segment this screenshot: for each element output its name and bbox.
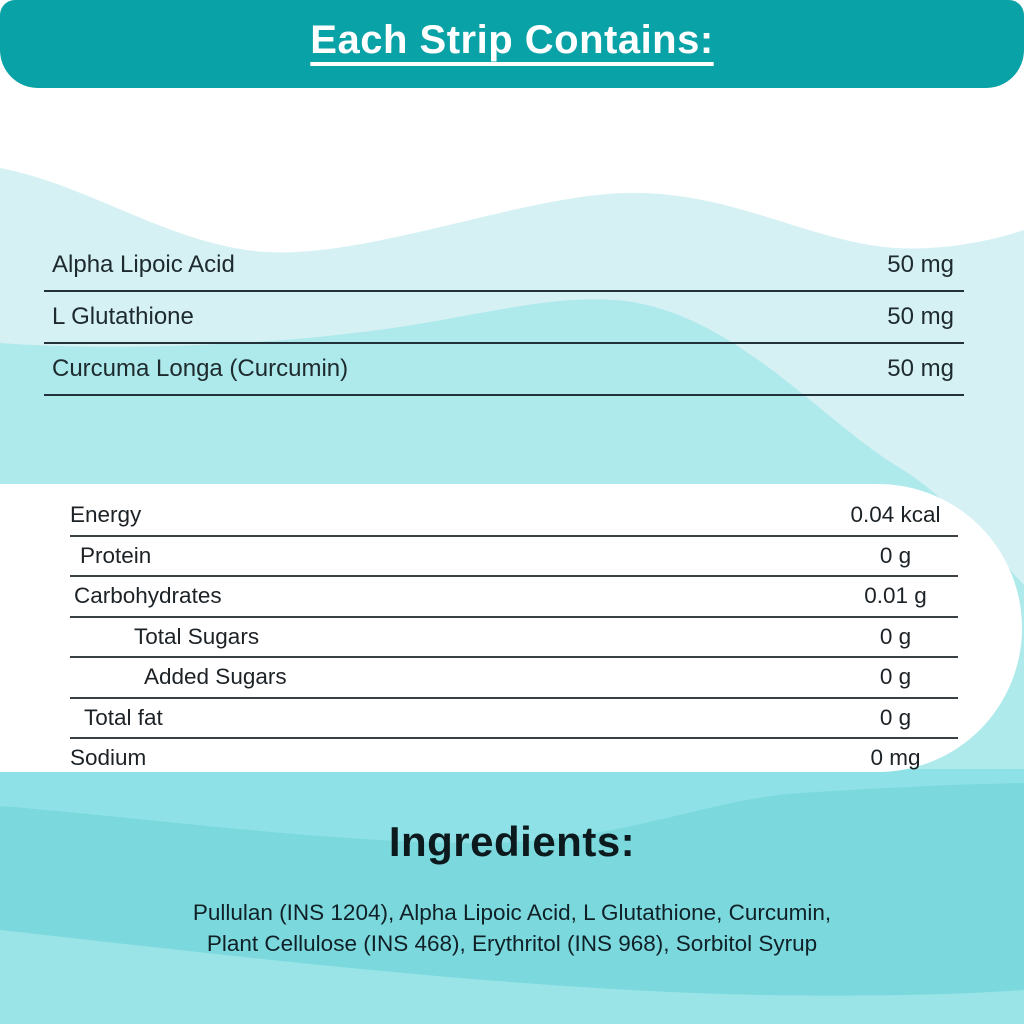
strip-row-label: L Glutathione xyxy=(52,303,194,330)
nutrition-row: Total Sugars 0 g xyxy=(70,618,958,658)
nutrition-panel: Energy 0.04 kcal Protein 0 g Carbohydrat… xyxy=(0,484,1022,772)
ingredients-line: Plant Cellulose (INS 468), Erythritol (I… xyxy=(206,931,818,956)
nutrition-row: Carbohydrates 0.01 g xyxy=(70,577,958,618)
strip-row: L Glutathione 50 mg xyxy=(44,292,964,344)
nutrition-row-value: 0 g xyxy=(879,542,912,568)
nutrition-row-value: 0.04 kcal xyxy=(850,502,941,528)
nutrition-row: Added Sugars 0 g xyxy=(70,658,958,699)
nutrition-row: Protein 0 g xyxy=(70,537,958,577)
nutrition-row-value: 0.01 g xyxy=(864,583,927,609)
nutrition-row: Total fat 0 g xyxy=(70,699,958,739)
strip-row-value: 50 mg xyxy=(887,355,954,382)
page-title: Each Strip Contains: xyxy=(310,17,714,62)
nutrition-row-label: Total Sugars xyxy=(134,623,260,649)
nutrition-row-value: 0 mg xyxy=(870,745,921,771)
nutrition-row: Energy 0.04 kcal xyxy=(70,496,958,537)
strip-contents-list: Alpha Lipoic Acid 50 mg L Glutathione 50… xyxy=(44,240,964,396)
nutrition-row-label: Carbohydrates xyxy=(74,583,222,609)
strip-row-value: 50 mg xyxy=(887,251,954,278)
nutrition-row-value: 0 g xyxy=(879,664,912,690)
nutrition-table: Energy 0.04 kcal Protein 0 g Carbohydrat… xyxy=(70,496,958,778)
header-banner: Each Strip Contains: xyxy=(0,0,1024,88)
nutrition-row-label: Total fat xyxy=(84,704,163,730)
nutrition-row-label: Protein xyxy=(80,542,152,568)
ingredients-line: Pullulan (INS 1204), Alpha Lipoic Acid, … xyxy=(192,900,832,925)
nutrition-row-label: Energy xyxy=(70,502,142,528)
ingredients-heading: Ingredients: xyxy=(388,818,636,865)
nutrition-row-label: Sodium xyxy=(70,745,147,771)
strip-row: Alpha Lipoic Acid 50 mg xyxy=(44,240,964,292)
bottom-wave-pale xyxy=(0,930,1024,1024)
nutrition-row-label: Added Sugars xyxy=(144,664,287,690)
strip-row: Curcuma Longa (Curcumin) 50 mg xyxy=(44,344,964,396)
nutrition-row-value: 0 g xyxy=(879,704,912,730)
ingredients-text: Pullulan (INS 1204), Alpha Lipoic Acid, … xyxy=(0,897,1024,959)
nutrition-row-value: 0 g xyxy=(879,623,912,649)
strip-row-label: Alpha Lipoic Acid xyxy=(52,251,235,278)
nutrition-row: Sodium 0 mg xyxy=(70,739,958,778)
strip-row-label: Curcuma Longa (Curcumin) xyxy=(52,355,349,382)
strip-row-value: 50 mg xyxy=(887,303,954,330)
